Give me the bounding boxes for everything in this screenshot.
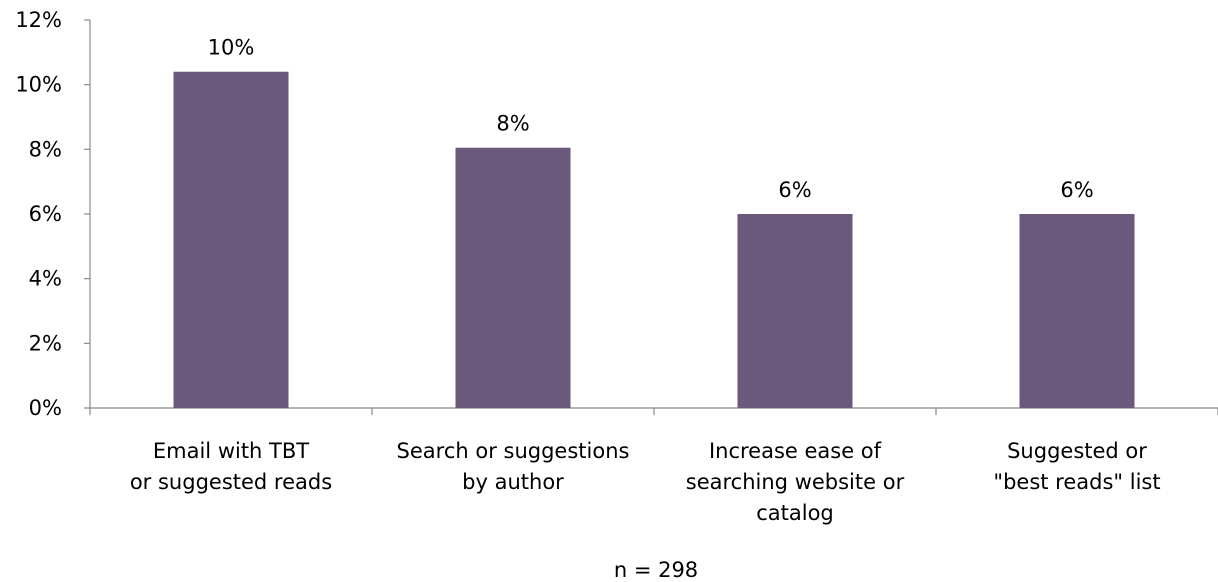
y-tick-label: 4% bbox=[29, 267, 62, 291]
bars bbox=[173, 71, 1135, 408]
bar-value-label: 6% bbox=[778, 178, 811, 202]
bar-value-label: 10% bbox=[208, 36, 255, 60]
x-tick-labels: Email with TBT or suggested reads Search o… bbox=[130, 439, 1161, 525]
x-category-label-line: searching website or bbox=[686, 470, 905, 494]
bar bbox=[1019, 214, 1135, 408]
y-tick-label: 0% bbox=[29, 396, 62, 420]
bar-value-label: 8% bbox=[496, 112, 529, 136]
x-category-label: Email with TBT or suggested reads bbox=[130, 439, 332, 494]
y-tick-labels: 0% 2% 4% 6% 8% 10% 12% bbox=[15, 8, 62, 420]
y-tick-label: 6% bbox=[29, 202, 62, 226]
x-category-label-line: Search or suggestions bbox=[397, 439, 630, 463]
bar-value-label: 6% bbox=[1060, 178, 1093, 202]
sample-size-note: n = 298 bbox=[614, 558, 698, 582]
y-tick-label: 2% bbox=[29, 331, 62, 355]
bar bbox=[737, 214, 853, 408]
x-category-label-line: by author bbox=[462, 470, 564, 494]
y-tick-label: 12% bbox=[15, 8, 62, 32]
x-category-label: Increase ease of searching website or cata… bbox=[686, 439, 905, 525]
x-category-label: Suggested or "best reads" list bbox=[993, 439, 1160, 494]
x-category-label-line: Suggested or bbox=[1007, 439, 1147, 463]
x-category-label-line: catalog bbox=[756, 501, 834, 525]
x-category-label-line: "best reads" list bbox=[993, 470, 1160, 494]
x-category-label-line: Increase ease of bbox=[709, 439, 882, 463]
x-category-label-line: Email with TBT bbox=[153, 439, 309, 463]
x-category-label: Search or suggestions by author bbox=[397, 439, 630, 494]
bar bbox=[455, 147, 571, 408]
y-tick-label: 10% bbox=[15, 73, 62, 97]
bar bbox=[173, 71, 289, 408]
data-labels: 10% 8% 6% 6% bbox=[208, 36, 1094, 202]
y-tick-label: 8% bbox=[29, 137, 62, 161]
x-category-label-line: or suggested reads bbox=[130, 470, 332, 494]
